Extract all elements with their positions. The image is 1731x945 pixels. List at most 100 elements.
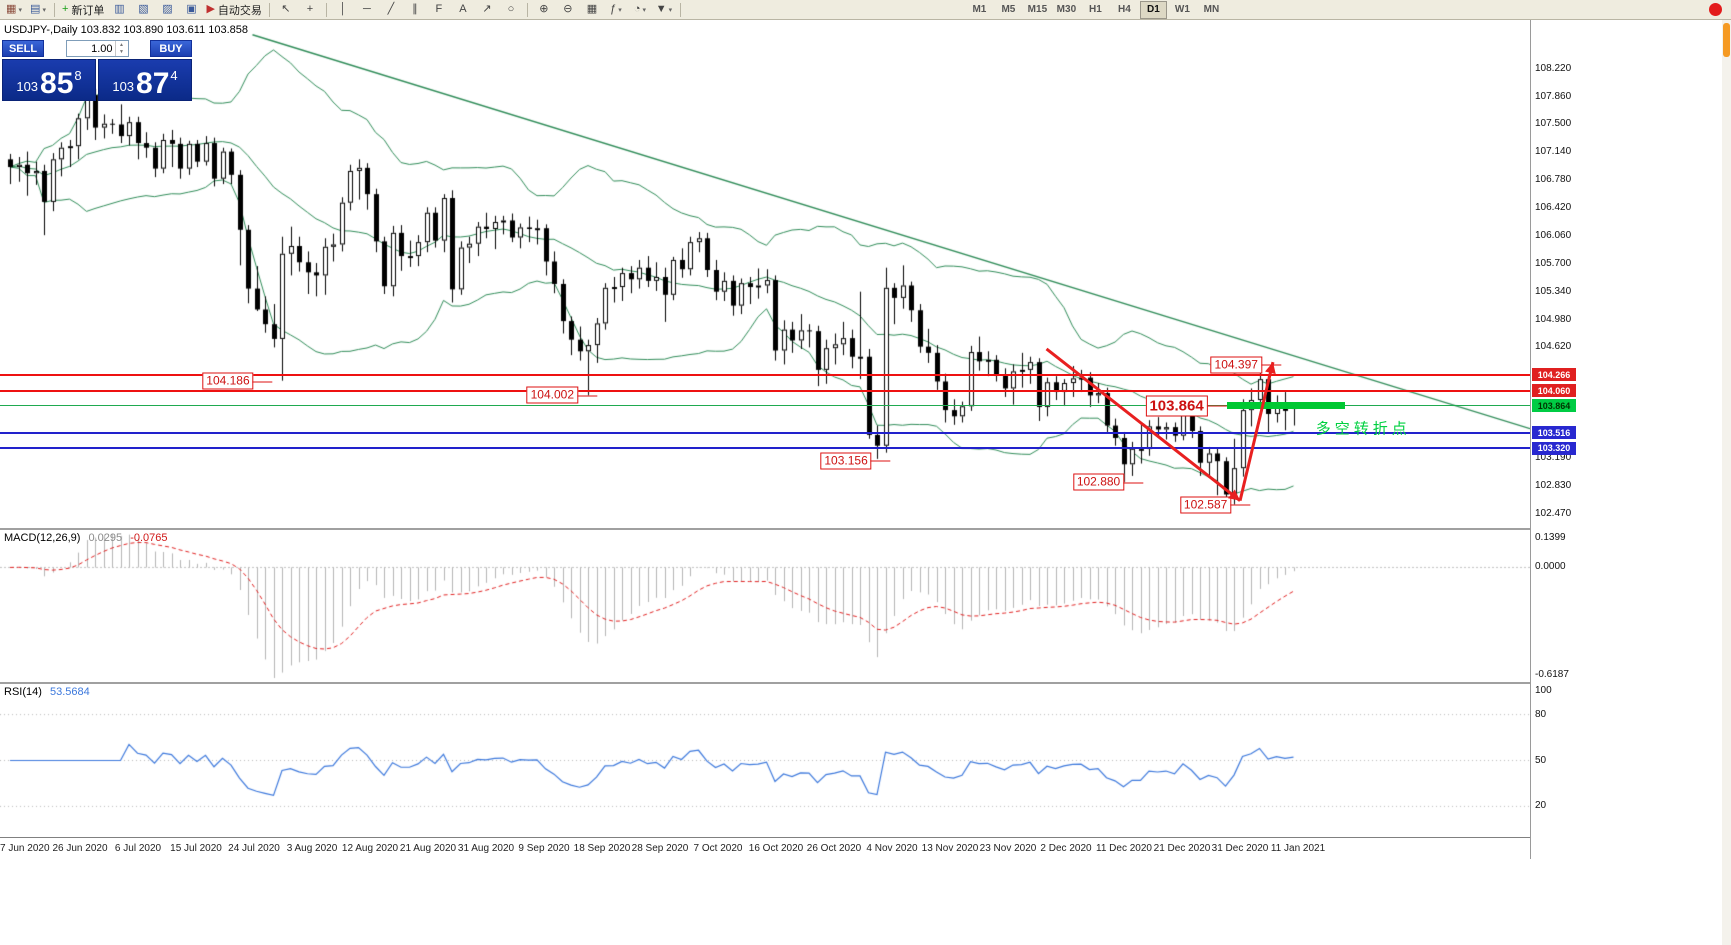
toolbar-icons: ▦ ▾ ▤ ▾ + 新订单 ▥ ▧ ▨ ▣ ▶ 自动交易 ↖ + │ ─ ╱ ∥ F A ↗ ○ ⊕ ⊖ ▦ ƒ ▾ ◔ ▾ ▼ ▾ — [2, 0, 685, 19]
right-scrollbar[interactable] — [1722, 20, 1731, 945]
price-callout-102.587[interactable]: 102.587 — [1179, 496, 1251, 514]
timeframe-h1-button[interactable]: H1 — [1089, 4, 1102, 15]
sell-price-sup: 8 — [74, 68, 82, 83]
indicators-icon[interactable]: ƒ ▾ — [605, 1, 627, 18]
date-label: 23 Nov 2020 — [979, 843, 1037, 854]
main-chart-canvas[interactable] — [0, 20, 1530, 528]
market-watch-icon[interactable]: ▥ — [108, 1, 130, 18]
price-axis[interactable]: 108.220 107.860 107.500 107.140 106.780 106.4… — [1530, 20, 1577, 859]
zoom-out-icon[interactable]: ⊖ — [557, 1, 579, 18]
volume-spinner[interactable]: ▲ ▼ — [114, 41, 128, 56]
chart-ohlc-title: USDJPY-,Daily 103.832 103.890 103.611 10… — [4, 24, 249, 36]
caret-down-icon: ▾ — [42, 6, 46, 14]
new-order-button[interactable]: + 新订单 — [60, 1, 106, 18]
main-chart-panel: 104.186 104.002 103.156 102.880 102.587 104.3… — [0, 20, 1576, 528]
sell-button[interactable]: SELL — [2, 40, 44, 57]
price-callout-104.397[interactable]: 104.397 — [1210, 356, 1282, 374]
zoom-in-icon: ⊕ — [539, 3, 549, 15]
rsi-canvas[interactable] — [0, 684, 1530, 837]
cursor-icon[interactable]: ↖ — [275, 1, 297, 18]
price-axis-label: 105.340 — [1535, 285, 1572, 297]
price-callout-102.880[interactable]: 102.880 — [1072, 473, 1144, 491]
price-callout-104.186[interactable]: 104.186 — [202, 372, 274, 390]
timeframe-m15-button[interactable]: M15 — [1027, 4, 1048, 15]
thick-green-trendline[interactable] — [1227, 402, 1345, 410]
macd-canvas[interactable] — [0, 530, 1530, 682]
notification-badge[interactable] — [1709, 3, 1722, 16]
terminal-icon[interactable]: ▣ — [180, 1, 202, 18]
price-axis-label: 108.220 — [1535, 62, 1572, 74]
profiles-icon[interactable]: ▤ ▾ — [27, 1, 49, 18]
crosshair-icon[interactable]: + — [299, 1, 321, 18]
horizontal-line-103.864[interactable] — [0, 405, 1530, 407]
price-axis-label: 106.780 — [1535, 174, 1572, 186]
price-callout-103.156[interactable]: 103.156 — [820, 452, 892, 470]
arrows-icon[interactable]: ↗ — [476, 1, 498, 18]
zoom-in-icon[interactable]: ⊕ — [533, 1, 555, 18]
macd-name: MACD(12,26,9) — [4, 532, 81, 544]
date-label: 11 Dec 2020 — [1096, 843, 1152, 854]
fibonacci-icon: F — [435, 3, 443, 15]
autotrade-button[interactable]: ▶ 自动交易 — [204, 1, 263, 18]
templates-icon[interactable]: ▼ ▾ — [653, 1, 675, 18]
new-chart-icon: ▦ — [6, 3, 17, 15]
panel-separator[interactable] — [0, 682, 1576, 684]
arrows-icon: ↗ — [482, 3, 492, 15]
trendline-icon: ╱ — [387, 3, 395, 15]
price-callout-104.002[interactable]: 104.002 — [526, 386, 598, 404]
buy-price-display[interactable]: 103 87 4 — [98, 59, 192, 101]
horizontal-line-103.516[interactable] — [0, 431, 1530, 434]
date-label: 6 Jul 2020 — [114, 843, 162, 854]
tile-windows-icon[interactable]: ▦ — [581, 1, 603, 18]
annotation-note[interactable]: 多空转折点 — [1315, 420, 1411, 438]
templates-icon: ▼ — [655, 3, 667, 15]
scrollbar-thumb[interactable] — [1723, 23, 1730, 57]
periods-icon: ◔ — [633, 3, 641, 15]
panel-separator[interactable] — [0, 528, 1576, 530]
shapes-icon[interactable]: ○ — [500, 1, 522, 18]
spinner-up-icon[interactable]: ▲ — [119, 41, 124, 48]
volume-stepper[interactable]: ▲ ▼ — [65, 40, 129, 57]
channel-icon: ∥ — [412, 3, 418, 15]
price-callout-103.864[interactable]: 103.864 — [1145, 395, 1227, 417]
date-label: 13 Nov 2020 — [921, 843, 979, 854]
date-label: 3 Aug 2020 — [286, 843, 338, 854]
trend-arrows[interactable] — [0, 20, 1530, 528]
date-label: 24 Jul 2020 — [228, 843, 280, 854]
timeframe-d1-button[interactable]: D1 — [1139, 0, 1167, 19]
chart-annotations-layer: 104.186 104.002 103.156 102.880 102.587 104.3… — [0, 20, 1530, 528]
volume-input[interactable] — [66, 41, 115, 56]
timeframe-h4-button[interactable]: H4 — [1118, 4, 1131, 15]
new-chart-icon[interactable]: ▦ ▾ — [3, 1, 25, 18]
sell-price-display[interactable]: 103 85 8 — [2, 59, 96, 101]
periods-icon[interactable]: ◔ ▾ — [629, 1, 651, 18]
fibonacci-icon[interactable]: F — [428, 1, 450, 18]
horizontal-line-104.060[interactable] — [0, 389, 1530, 392]
data-window-icon[interactable]: ▧ — [132, 1, 154, 18]
timeframe-w1-button[interactable]: W1 — [1174, 4, 1190, 15]
buy-button[interactable]: BUY — [150, 40, 192, 57]
vertical-line-icon[interactable]: │ — [332, 1, 354, 18]
timeframe-m5-button[interactable]: M5 — [1001, 4, 1016, 15]
rsi-value: 53.5684 — [49, 686, 90, 698]
price-axis-label: 104.620 — [1535, 341, 1572, 353]
price-axis-label: 102.830 — [1535, 479, 1572, 491]
rsi-axis-label: 50 — [1535, 754, 1547, 766]
trendline-icon[interactable]: ╱ — [380, 1, 402, 18]
navigator-icon[interactable]: ▨ — [156, 1, 178, 18]
spinner-down-icon[interactable]: ▼ — [119, 49, 124, 56]
macd-panel: MACD(12,26,9) 0.0295 -0.0765 — [0, 530, 1576, 682]
horizontal-line-103.320[interactable] — [0, 447, 1530, 450]
timeframe-mn-button[interactable]: MN — [1203, 4, 1220, 15]
buy-price-prefix: 103 — [112, 79, 135, 94]
price-axis-label: 106.060 — [1535, 229, 1572, 241]
horizontal-line-104.266[interactable] — [0, 373, 1530, 376]
channel-icon[interactable]: ∥ — [404, 1, 426, 18]
timeframe-m1-button[interactable]: M1 — [972, 4, 987, 15]
date-label: 26 Oct 2020 — [806, 843, 862, 854]
timeframe-m30-button[interactable]: M30 — [1056, 4, 1077, 15]
data-window-icon: ▧ — [138, 3, 149, 15]
horizontal-line-icon[interactable]: ─ — [356, 1, 378, 18]
text-icon[interactable]: A — [452, 1, 474, 18]
